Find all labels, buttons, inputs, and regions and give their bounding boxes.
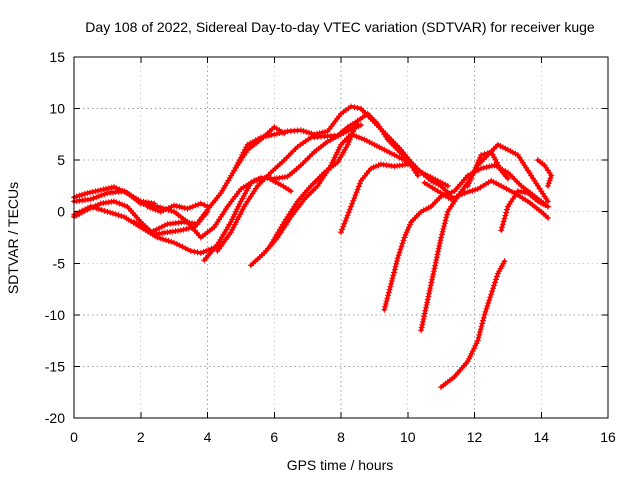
- series-point-markers: [534, 157, 555, 189]
- series-track-15: [438, 258, 508, 391]
- x-tick-label: 2: [137, 429, 145, 445]
- series-point-markers: [498, 188, 551, 234]
- x-tick-label: 8: [337, 429, 345, 445]
- x-tick-label: 0: [70, 429, 78, 445]
- series-track-6: [144, 200, 211, 215]
- series-point-markers: [131, 208, 211, 236]
- series-track-18: [534, 157, 555, 189]
- y-tick-label: -15: [45, 358, 65, 374]
- x-tick-label: 6: [270, 429, 278, 445]
- series-track-5: [131, 208, 211, 236]
- series-line: [249, 132, 450, 268]
- y-tick-label: 0: [57, 204, 65, 220]
- series-point-markers: [418, 141, 551, 334]
- series-track-17: [498, 188, 551, 234]
- series-layer: [71, 103, 555, 391]
- x-axis-title: GPS time / hours: [287, 457, 394, 473]
- y-tick-label: 5: [57, 152, 65, 168]
- series-point-markers: [338, 161, 411, 236]
- series-track-11: [267, 110, 421, 248]
- series-point-markers: [421, 177, 551, 221]
- x-tick-label: 10: [400, 429, 416, 445]
- series-track-8: [214, 117, 361, 254]
- x-tick-label: 16: [600, 429, 616, 445]
- x-tick-label: 12: [467, 429, 483, 445]
- series-line: [339, 162, 410, 235]
- series-track-12: [338, 161, 411, 236]
- y-axis-title: SDTVAR / TECUs: [5, 182, 21, 294]
- series-point-markers: [144, 200, 211, 215]
- chart-title: Day 108 of 2022, Sidereal Day-to-day VTE…: [85, 19, 595, 35]
- x-tick-label: 4: [204, 429, 212, 445]
- y-tick-label: -10: [45, 307, 65, 323]
- series-point-markers: [464, 148, 511, 189]
- series-point-markers: [214, 117, 361, 254]
- x-tick-label: 14: [533, 429, 549, 445]
- y-tick-label: 10: [49, 101, 65, 117]
- series-track-14: [418, 141, 551, 334]
- series-track-19: [464, 148, 511, 189]
- y-tick-label: -5: [53, 255, 66, 271]
- y-tick-label: 15: [49, 49, 65, 65]
- series-point-markers: [267, 110, 421, 248]
- series-point-markers: [438, 258, 508, 391]
- series-line: [215, 119, 360, 253]
- series-track-10: [247, 131, 451, 269]
- series-point-markers: [247, 131, 451, 269]
- y-tick-label: -20: [45, 410, 65, 426]
- series-track-16: [421, 177, 551, 221]
- axis-layer: 0 2 4 6 8 10 12 14 16 -20 -15 -10 -5 0 5 10 15: [45, 49, 616, 445]
